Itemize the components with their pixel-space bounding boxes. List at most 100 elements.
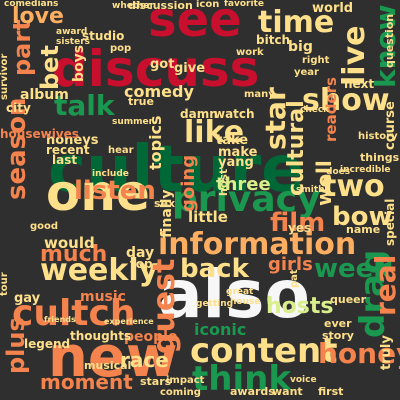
word-got: got bbox=[150, 57, 175, 72]
word-yang: yang bbox=[218, 155, 254, 170]
word-favorite: favorite bbox=[224, 0, 264, 9]
word-bet: bet bbox=[36, 45, 64, 90]
word-watch: watch bbox=[214, 107, 255, 121]
word-awards: awards bbox=[230, 385, 275, 398]
word-queer: queer bbox=[330, 293, 367, 306]
word-experience: experience bbox=[104, 317, 154, 326]
word-three: three bbox=[216, 174, 271, 195]
word-award: award bbox=[56, 27, 88, 37]
word-house: house bbox=[230, 297, 261, 307]
word-discussion: discussion bbox=[128, 0, 193, 12]
word-thoughts: thoughts bbox=[70, 329, 132, 343]
word-comedy: comedy bbox=[124, 82, 194, 101]
word-want: want bbox=[272, 385, 303, 398]
word-first: first bbox=[318, 385, 344, 398]
word-listen: listen bbox=[74, 176, 156, 206]
word-time: time bbox=[258, 5, 335, 40]
word-music: music bbox=[80, 289, 126, 305]
word-hear: hear bbox=[108, 145, 134, 156]
word-great: great bbox=[226, 287, 254, 297]
word-include: include bbox=[92, 169, 129, 179]
word-whether: whether bbox=[112, 1, 155, 11]
word-year: year bbox=[294, 67, 319, 78]
word-love: love bbox=[12, 4, 64, 29]
word-gay: gay bbox=[14, 291, 41, 306]
word-talk: talk bbox=[54, 89, 115, 122]
word-big: big bbox=[288, 39, 313, 55]
word-stars: stars bbox=[140, 375, 172, 388]
word-impact: impact bbox=[166, 375, 205, 386]
word-race: race bbox=[120, 348, 169, 372]
word-content: content bbox=[190, 331, 338, 371]
word-right: right bbox=[302, 55, 330, 66]
word-bitch: bitch bbox=[256, 33, 291, 47]
word-legend: legend bbox=[24, 337, 71, 351]
word-day: day bbox=[126, 245, 155, 261]
word-last: last bbox=[52, 153, 78, 167]
word-friends: friends bbox=[44, 315, 76, 324]
word-sisters: sisters bbox=[56, 37, 91, 47]
word-housewives: housewives bbox=[0, 127, 79, 141]
word-think: think bbox=[192, 359, 291, 399]
word-world: world bbox=[312, 1, 354, 16]
word-sex: sex bbox=[154, 197, 176, 210]
word-two: two bbox=[322, 169, 385, 204]
word-make: make bbox=[218, 145, 258, 160]
word-real: real bbox=[369, 254, 400, 316]
word-discuss: discuss bbox=[52, 40, 260, 98]
word-new: new bbox=[48, 325, 178, 390]
word-give: give bbox=[174, 61, 206, 76]
word-truly: truly bbox=[379, 335, 394, 370]
word-week: week bbox=[314, 254, 391, 284]
word-yes: yes bbox=[288, 221, 312, 235]
word-city: city bbox=[6, 101, 31, 115]
word-studio: studio bbox=[82, 29, 125, 43]
word-damn: damn bbox=[180, 107, 218, 121]
word-take: take bbox=[216, 133, 249, 148]
word-good: good bbox=[30, 221, 59, 232]
word-question: question bbox=[383, 13, 396, 68]
word-recent: recent bbox=[46, 143, 90, 157]
word-privacy: privacy bbox=[172, 179, 321, 220]
word-pop: pop bbox=[110, 43, 132, 54]
word-much: much bbox=[40, 242, 108, 267]
word-bow: bow bbox=[332, 202, 393, 232]
word-history: history bbox=[358, 131, 398, 142]
word-iconic: iconic bbox=[194, 320, 247, 339]
word-moment: moment bbox=[40, 370, 133, 394]
word-boys: boys bbox=[71, 44, 87, 82]
word-many: many bbox=[244, 89, 275, 100]
word-course: course bbox=[383, 101, 398, 150]
word-story: story bbox=[322, 329, 354, 342]
word-work: work bbox=[236, 47, 264, 58]
word-true: true bbox=[128, 95, 154, 108]
word-girls: girls bbox=[268, 254, 313, 275]
word-check: check bbox=[300, 105, 330, 115]
word-going: going bbox=[178, 154, 199, 212]
word-album: album bbox=[20, 87, 69, 103]
word-ever: ever bbox=[324, 317, 352, 330]
word-tour: tour bbox=[0, 272, 10, 296]
word-people: people bbox=[124, 329, 178, 345]
word-icon: icon bbox=[196, 0, 220, 10]
word-also: also bbox=[158, 256, 310, 333]
word-one: one bbox=[46, 164, 150, 222]
word-would: would bbox=[44, 234, 95, 252]
word-incredible: incredible bbox=[340, 165, 391, 175]
word-next: next bbox=[344, 77, 375, 91]
word-weekly: weekly bbox=[40, 253, 159, 288]
word-things: things bbox=[360, 151, 400, 164]
word-little: little bbox=[188, 208, 228, 226]
word-back: back bbox=[180, 254, 249, 284]
word-cultch: cultch bbox=[12, 293, 136, 334]
word-musical: musical bbox=[84, 359, 132, 372]
word-like: like bbox=[184, 115, 245, 150]
word-survivor: survivor bbox=[0, 53, 10, 100]
word-special: special bbox=[383, 198, 397, 246]
word-comedians: comedians bbox=[4, 0, 59, 9]
word-film: film bbox=[270, 208, 326, 238]
word-see: see bbox=[148, 0, 242, 48]
word-culture: culture bbox=[48, 133, 305, 207]
word-name: name bbox=[346, 223, 381, 236]
